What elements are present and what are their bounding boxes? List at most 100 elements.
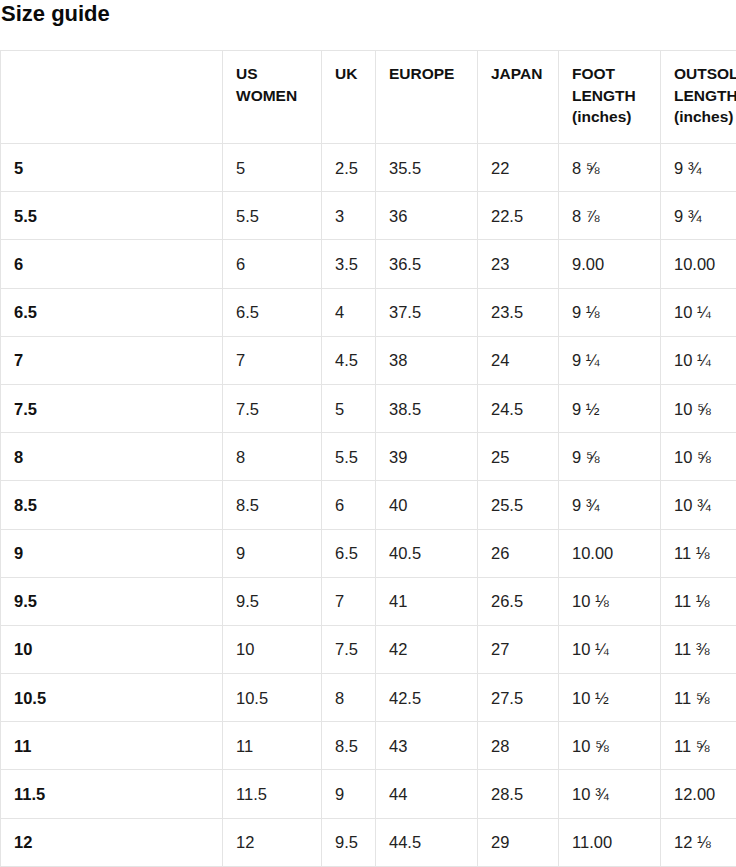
cell-europe: 36 <box>376 192 478 240</box>
table-row: 11.5 11.5 9 44 28.5 10 ¾ 12.00 <box>1 770 736 818</box>
cell-foot-length: 11.00 <box>559 818 661 866</box>
column-header-outsole-length: OUTSOLE LENGTH (inches) <box>661 51 736 144</box>
cell-japan: 23 <box>478 240 559 288</box>
cell-outsole-length: 12.00 <box>661 770 736 818</box>
cell-uk: 9 <box>322 770 376 818</box>
cell-us-women: 8 <box>223 433 322 481</box>
row-header-size: 6.5 <box>1 288 223 336</box>
cell-outsole-length: 10 ⅝ <box>661 384 736 432</box>
cell-uk: 8 <box>322 674 376 722</box>
cell-japan: 26.5 <box>478 577 559 625</box>
size-table-header: US WOMEN UK EUROPE JAPAN FOOT LENGTH (in… <box>1 51 736 144</box>
cell-us-women: 9 <box>223 529 322 577</box>
column-header-us-women: US WOMEN <box>223 51 322 144</box>
cell-us-women: 5.5 <box>223 192 322 240</box>
cell-foot-length: 10 ⅛ <box>559 577 661 625</box>
row-header-size: 10 <box>1 625 223 673</box>
column-header-europe: EUROPE <box>376 51 478 144</box>
cell-us-women: 6 <box>223 240 322 288</box>
cell-us-women: 12 <box>223 818 322 866</box>
table-row: 8 8 5.5 39 25 9 ⅝ 10 ⅝ <box>1 433 736 481</box>
cell-foot-length: 10 ¼ <box>559 625 661 673</box>
cell-uk: 7 <box>322 577 376 625</box>
row-header-size: 11 <box>1 722 223 770</box>
cell-uk: 6 <box>322 481 376 529</box>
table-row: 11 11 8.5 43 28 10 ⅝ 11 ⅝ <box>1 722 736 770</box>
table-row: 8.5 8.5 6 40 25.5 9 ¾ 10 ¾ <box>1 481 736 529</box>
cell-foot-length: 10 ⅝ <box>559 722 661 770</box>
table-row: 6 6 3.5 36.5 23 9.00 10.00 <box>1 240 736 288</box>
column-header-size <box>1 51 223 144</box>
cell-uk: 7.5 <box>322 625 376 673</box>
cell-outsole-length: 11 ⅛ <box>661 529 736 577</box>
cell-uk: 8.5 <box>322 722 376 770</box>
cell-uk: 3 <box>322 192 376 240</box>
row-header-size: 12 <box>1 818 223 866</box>
row-header-size: 7.5 <box>1 384 223 432</box>
cell-uk: 5.5 <box>322 433 376 481</box>
size-table-body: 5 5 2.5 35.5 22 8 ⅝ 9 ¾ 5.5 5.5 3 36 22.… <box>1 144 736 867</box>
cell-foot-length: 9 ¾ <box>559 481 661 529</box>
header-row: US WOMEN UK EUROPE JAPAN FOOT LENGTH (in… <box>1 51 736 144</box>
cell-us-women: 5 <box>223 144 322 192</box>
cell-japan: 26 <box>478 529 559 577</box>
row-header-size: 9.5 <box>1 577 223 625</box>
table-row: 7 7 4.5 38 24 9 ¼ 10 ¼ <box>1 336 736 384</box>
table-row: 5.5 5.5 3 36 22.5 8 ⅞ 9 ¾ <box>1 192 736 240</box>
cell-outsole-length: 12 ⅛ <box>661 818 736 866</box>
cell-uk: 4.5 <box>322 336 376 384</box>
cell-outsole-length: 9 ¾ <box>661 192 736 240</box>
table-row: 5 5 2.5 35.5 22 8 ⅝ 9 ¾ <box>1 144 736 192</box>
cell-europe: 43 <box>376 722 478 770</box>
row-header-size: 6 <box>1 240 223 288</box>
cell-foot-length: 9 ⅝ <box>559 433 661 481</box>
cell-uk: 6.5 <box>322 529 376 577</box>
cell-us-women: 7.5 <box>223 384 322 432</box>
cell-outsole-length: 10 ¼ <box>661 288 736 336</box>
cell-foot-length: 9 ¼ <box>559 336 661 384</box>
cell-uk: 9.5 <box>322 818 376 866</box>
cell-foot-length: 10 ½ <box>559 674 661 722</box>
cell-japan: 24 <box>478 336 559 384</box>
cell-outsole-length: 10 ¾ <box>661 481 736 529</box>
cell-outsole-length: 10.00 <box>661 240 736 288</box>
cell-foot-length: 9.00 <box>559 240 661 288</box>
cell-outsole-length: 11 ⅝ <box>661 674 736 722</box>
cell-uk: 5 <box>322 384 376 432</box>
cell-outsole-length: 11 ⅝ <box>661 722 736 770</box>
cell-europe: 44.5 <box>376 818 478 866</box>
cell-outsole-length: 11 ⅜ <box>661 625 736 673</box>
cell-europe: 40 <box>376 481 478 529</box>
row-header-size: 5 <box>1 144 223 192</box>
column-header-uk: UK <box>322 51 376 144</box>
cell-us-women: 11 <box>223 722 322 770</box>
cell-japan: 27 <box>478 625 559 673</box>
cell-japan: 28.5 <box>478 770 559 818</box>
cell-europe: 36.5 <box>376 240 478 288</box>
column-header-japan: JAPAN <box>478 51 559 144</box>
row-header-size: 9 <box>1 529 223 577</box>
cell-europe: 38 <box>376 336 478 384</box>
cell-us-women: 8.5 <box>223 481 322 529</box>
cell-foot-length: 8 ⅞ <box>559 192 661 240</box>
cell-japan: 28 <box>478 722 559 770</box>
cell-uk: 2.5 <box>322 144 376 192</box>
page-title: Size guide <box>1 0 110 27</box>
cell-outsole-length: 11 ⅛ <box>661 577 736 625</box>
cell-japan: 25 <box>478 433 559 481</box>
table-row: 12 12 9.5 44.5 29 11.00 12 ⅛ <box>1 818 736 866</box>
cell-europe: 42 <box>376 625 478 673</box>
cell-us-women: 9.5 <box>223 577 322 625</box>
cell-europe: 35.5 <box>376 144 478 192</box>
table-row: 10.5 10.5 8 42.5 27.5 10 ½ 11 ⅝ <box>1 674 736 722</box>
row-header-size: 11.5 <box>1 770 223 818</box>
table-row: 9 9 6.5 40.5 26 10.00 11 ⅛ <box>1 529 736 577</box>
size-guide-table: US WOMEN UK EUROPE JAPAN FOOT LENGTH (in… <box>0 50 736 867</box>
cell-us-women: 6.5 <box>223 288 322 336</box>
cell-europe: 44 <box>376 770 478 818</box>
table-row: 6.5 6.5 4 37.5 23.5 9 ⅛ 10 ¼ <box>1 288 736 336</box>
cell-japan: 24.5 <box>478 384 559 432</box>
cell-uk: 3.5 <box>322 240 376 288</box>
cell-japan: 22 <box>478 144 559 192</box>
row-header-size: 7 <box>1 336 223 384</box>
